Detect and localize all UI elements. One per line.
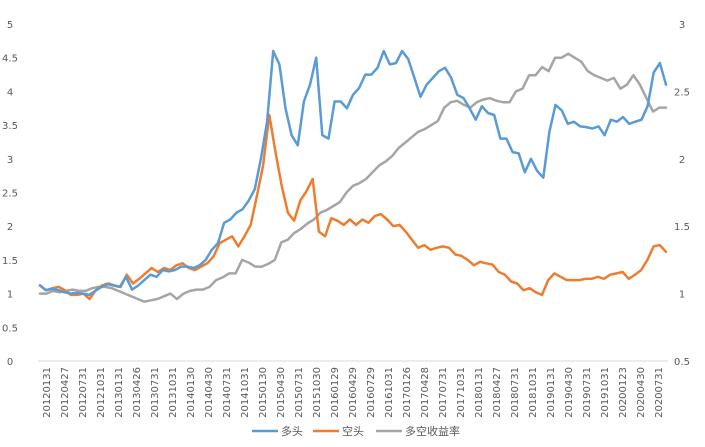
left-y-tick-label: 0	[7, 357, 13, 368]
x-tick-label: 20141031	[240, 367, 251, 418]
x-tick-label: 20190131	[546, 367, 557, 418]
series-line-1	[38, 113, 668, 301]
x-tick-label: 20190731	[582, 367, 593, 418]
right-y-axis: 0.5 1 1.5 2 2.5 3	[674, 20, 690, 368]
x-tick-label: 20180427	[492, 367, 503, 418]
x-tick-label: 20200430	[636, 367, 647, 418]
x-axis: 20120131 20120427 20120731 20121031 20130131…	[38, 360, 668, 418]
left-y-tick-label: 4.5	[2, 54, 18, 65]
x-tick-label: 20170428	[420, 367, 431, 418]
left-y-tick-label: 4	[7, 87, 13, 98]
legend-label: 空头	[342, 424, 364, 438]
legend: 多头 空头 多空收益率	[252, 424, 460, 438]
x-tick-label: 20150130	[258, 367, 269, 418]
x-tick-label: 20131031	[168, 367, 179, 418]
left-y-tick-label: 1	[7, 290, 13, 301]
x-tick-label: 20121031	[96, 367, 107, 418]
x-tick-label: 20120731	[78, 367, 89, 418]
left-y-axis: 0 0.5 1 1.5 2 2.5 3 3.5 4 4.5 5	[2, 20, 18, 368]
x-tick-label: 20120131	[42, 367, 53, 418]
x-tick-label: 20191031	[600, 367, 611, 418]
x-tick-label: 20160429	[348, 367, 359, 418]
right-y-tick-label: 2.5	[674, 87, 690, 98]
series-line-0	[38, 49, 668, 297]
left-y-tick-label: 5	[7, 20, 13, 31]
x-tick-label: 20180131	[474, 367, 485, 418]
left-y-tick-label: 3	[7, 155, 13, 166]
x-tick-label: 20181031	[528, 367, 539, 418]
legend-label: 多头	[281, 424, 303, 438]
x-tick-label: 20140130	[186, 367, 197, 418]
left-y-tick-label: 2.5	[2, 189, 18, 200]
left-y-tick-label: 2	[7, 222, 13, 233]
x-tick-label: 20170731	[438, 367, 449, 418]
x-tick-label: 20130426	[132, 367, 143, 418]
right-y-tick-label: 2	[679, 155, 685, 166]
x-tick-label: 20160129	[330, 367, 341, 418]
x-tick-label: 20180731	[510, 367, 521, 418]
left-y-tick-label: 0.5	[2, 323, 18, 334]
x-tick-label: 20171031	[456, 367, 467, 418]
x-tick-label: 20170126	[402, 367, 413, 418]
x-tick-label: 20161031	[384, 367, 395, 418]
right-y-tick-label: 1	[679, 290, 685, 301]
x-tick-label: 20130131	[114, 367, 125, 418]
x-tick-label: 20120427	[60, 367, 71, 418]
left-y-tick-label: 3.5	[2, 121, 18, 132]
x-tick-label: 20160729	[366, 367, 377, 418]
x-tick-label: 20130731	[150, 367, 161, 418]
x-tick-label: 20151030	[312, 367, 323, 418]
legend-label: 多空收益率	[405, 424, 460, 438]
series-layer	[38, 49, 668, 303]
x-tick-label: 20200123	[618, 367, 629, 418]
x-tick-label: 20150430	[276, 367, 287, 418]
x-tick-label: 20200731	[654, 367, 665, 418]
x-tick-label: 20150731	[294, 367, 305, 418]
series-line-2	[38, 52, 668, 303]
x-tick-label: 20140731	[222, 367, 233, 418]
x-tick-label: 20140430	[204, 367, 215, 418]
right-y-tick-label: 3	[679, 20, 685, 31]
left-y-tick-label: 1.5	[2, 256, 18, 267]
right-y-tick-label: 1.5	[674, 222, 690, 233]
x-tick-label: 20190430	[564, 367, 575, 418]
right-y-tick-label: 0.5	[674, 357, 690, 368]
